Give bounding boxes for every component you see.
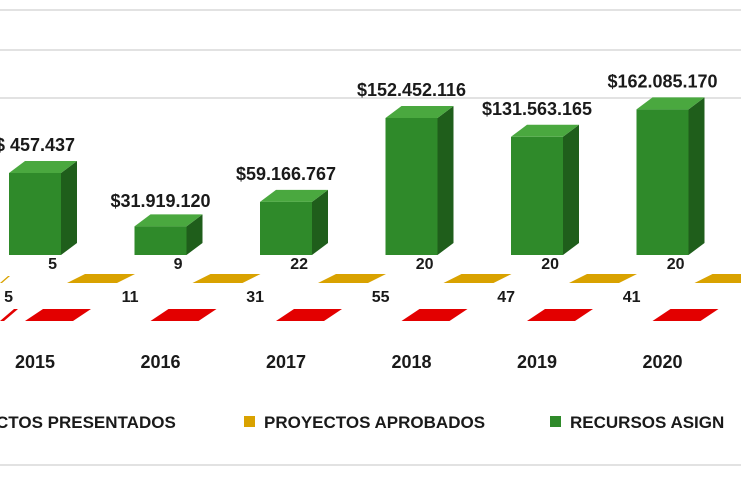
recursos-bar-top xyxy=(511,124,579,137)
legend-label: CTOS PRESENTADOS xyxy=(0,413,176,432)
aprobados-marker-2016 xyxy=(192,274,261,283)
presentados-count-label: 5 xyxy=(4,289,13,306)
legend-label: RECURSOS ASIGN xyxy=(570,413,724,432)
legend-entry: PROYECTOS APROBADOS xyxy=(244,413,485,432)
recursos-bar-top xyxy=(636,97,705,110)
year-label-2020: 2020 xyxy=(642,352,682,372)
recursos-bar-top xyxy=(9,161,77,173)
presentados-count-label: 55 xyxy=(372,289,390,306)
bars-layer xyxy=(0,97,741,321)
legend-entry: CTOS PRESENTADOS xyxy=(0,413,176,432)
presentados-marker-cropped xyxy=(0,309,18,321)
year-label-2018: 2018 xyxy=(391,352,431,372)
recursos-value-label: $59.166.767 xyxy=(236,164,336,184)
year-label-2015: 2015 xyxy=(15,352,55,372)
year-label-2019: 2019 xyxy=(517,352,557,372)
presentados-marker-2020 xyxy=(652,309,719,321)
legend-swatch xyxy=(244,416,255,427)
recursos-bar-front xyxy=(511,136,563,255)
recursos-bar-side xyxy=(312,189,328,255)
aprobados-marker-cropped xyxy=(0,276,10,283)
presentados-marker-2019 xyxy=(527,309,593,321)
recursos-bar-front xyxy=(260,201,312,255)
aprobados-marker-2018 xyxy=(443,274,512,283)
aprobados-count-label: 20 xyxy=(416,256,434,273)
legend-entry: RECURSOS ASIGN xyxy=(550,413,724,432)
recursos-bar-2020 xyxy=(636,97,705,255)
recursos-bar-2015 xyxy=(9,161,77,255)
presentados-count-label: 31 xyxy=(246,289,264,306)
aprobados-count-label: 20 xyxy=(667,256,685,273)
aprobados-marker-2020 xyxy=(694,274,741,283)
recursos-bar-side xyxy=(61,161,77,255)
recursos-bar-front xyxy=(385,118,438,255)
aprobados-marker-2019 xyxy=(569,274,637,283)
labels-layer: $ 457.437552015$31.919.1209112016$59.166… xyxy=(0,71,718,372)
presentados-count-label: 11 xyxy=(122,289,139,306)
recursos-bar-top xyxy=(385,106,454,118)
aprobados-count-label: 5 xyxy=(48,256,57,273)
recursos-value-label: $152.452.116 xyxy=(357,80,466,100)
recursos-bar-side xyxy=(688,97,705,255)
recursos-value-label: $162.085.170 xyxy=(607,71,717,91)
aprobados-count-label: 20 xyxy=(541,256,559,273)
year-label-2017: 2017 xyxy=(266,352,306,372)
recursos-bar-side xyxy=(437,106,454,255)
presentados-count-label: 47 xyxy=(497,289,515,306)
aprobados-marker-2017 xyxy=(318,274,386,283)
recursos-value-label: $131.563.165 xyxy=(482,99,592,119)
recursos-bar-front xyxy=(9,173,61,255)
legend-label: PROYECTOS APROBADOS xyxy=(264,413,485,432)
recursos-bar-side xyxy=(563,124,579,256)
aprobados-marker-2015 xyxy=(67,274,135,283)
presentados-marker-2017 xyxy=(276,309,342,321)
presentados-marker-2016 xyxy=(150,309,217,321)
recursos-bar-2018 xyxy=(385,106,454,255)
legend: CTOS PRESENTADOS PROYECTOS APROBADOS RECUR… xyxy=(0,413,724,432)
aprobados-count-label: 9 xyxy=(174,256,183,273)
legend-swatch xyxy=(550,416,561,427)
presentados-marker-2018 xyxy=(401,309,468,321)
recursos-bar-2017 xyxy=(260,189,328,255)
gridlines xyxy=(0,9,741,466)
presentados-marker-2015 xyxy=(25,309,91,321)
aprobados-count-label: 22 xyxy=(290,256,308,273)
recursos-bar-side xyxy=(186,214,203,255)
year-label-2016: 2016 xyxy=(140,352,180,372)
recursos-value-label: $31.919.120 xyxy=(110,191,210,211)
recursos-bar-top xyxy=(260,189,328,202)
recursos-bar-front xyxy=(134,226,187,255)
recursos-bar-top xyxy=(134,214,203,227)
recursos-value-label: $ 457.437 xyxy=(0,135,75,155)
recursos-bar-front xyxy=(636,109,689,255)
recursos-bar-2019 xyxy=(511,124,579,256)
recursos-bar-2016 xyxy=(134,214,203,255)
presentados-count-label: 41 xyxy=(623,289,641,306)
